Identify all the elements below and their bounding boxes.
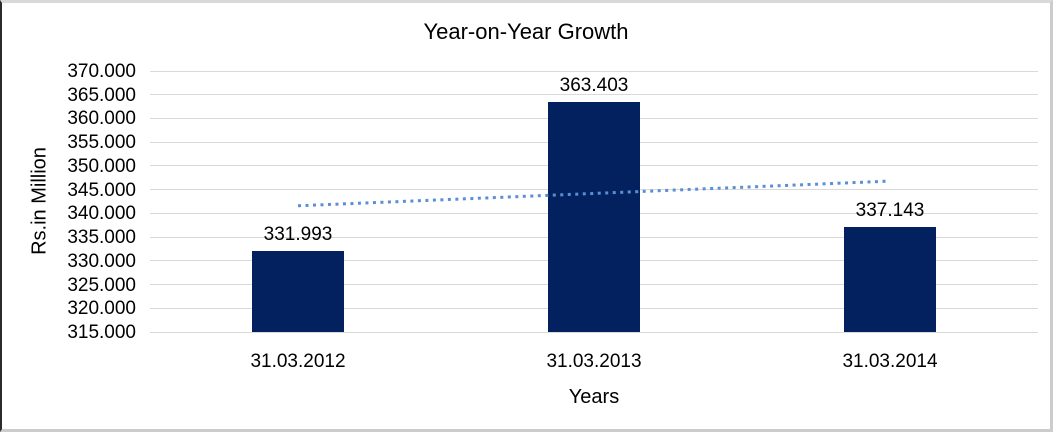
- y-tick-label: 365.000: [67, 84, 136, 106]
- x-tick-label: 31.03.2012: [250, 351, 346, 372]
- bar-data-label: 363.403: [559, 75, 629, 97]
- y-tick-label: 350.000: [67, 155, 136, 177]
- gridline: [150, 94, 1038, 96]
- x-axis-title: Years: [568, 386, 620, 408]
- bar-data-label: 337.143: [855, 199, 925, 221]
- gridline: [150, 70, 1038, 72]
- x-tick-label: 31.03.2014: [842, 351, 938, 372]
- gridline: [150, 331, 1038, 333]
- bar-31.03.2013: [548, 102, 640, 332]
- y-tick-label: 325.000: [67, 274, 136, 296]
- y-tick-label: 315.000: [67, 322, 136, 343]
- y-tick-label: 355.000: [67, 132, 136, 154]
- trendline: [297, 179, 891, 208]
- y-tick-label: 360.000: [67, 108, 136, 130]
- x-tick-label: 31.03.2013: [546, 351, 642, 372]
- plot-area: 331.993 363.403 337.143: [150, 70, 1038, 333]
- y-tick-label: 330.000: [67, 250, 136, 272]
- y-tick-label: 345.000: [67, 179, 136, 201]
- y-tick-label: 335.000: [67, 227, 136, 249]
- bar-31.03.2014: [844, 226, 936, 332]
- y-tick-label: 340.000: [67, 203, 136, 225]
- y-tick-label: 370.000: [67, 61, 136, 82]
- bar-31.03.2012: [252, 251, 344, 332]
- bar-data-label: 331.993: [263, 224, 333, 246]
- y-tick-label: 320.000: [67, 298, 136, 320]
- chart-title: Year-on-Year Growth: [423, 19, 629, 44]
